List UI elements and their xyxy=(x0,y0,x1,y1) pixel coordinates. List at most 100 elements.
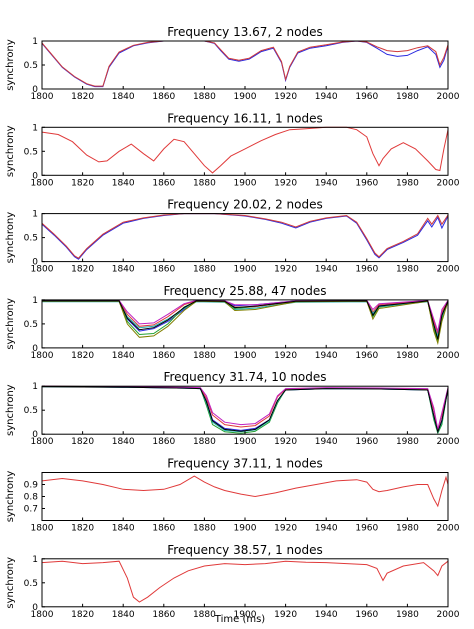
chart-title: Frequency 25.88, 47 nodes xyxy=(163,284,326,298)
x-tick-label: 1840 xyxy=(112,178,135,188)
x-tick-label: 1940 xyxy=(315,437,338,447)
series-line-1 xyxy=(41,385,449,434)
y-tick-label: 1 xyxy=(32,123,38,133)
x-tick-label: 1900 xyxy=(234,437,257,447)
x-tick-label: 1940 xyxy=(315,92,338,102)
axes-frame xyxy=(41,213,449,263)
x-tick-label: 1900 xyxy=(234,265,257,275)
x-tick-label: 1900 xyxy=(234,92,257,102)
x-tick-label: 1800 xyxy=(31,92,54,102)
x-tick-label: 1920 xyxy=(274,524,297,534)
x-tick-label: 1820 xyxy=(71,92,94,102)
x-tick-label: 1840 xyxy=(112,524,135,534)
y-tick-label: 0 xyxy=(32,344,38,354)
x-tick-label: 1940 xyxy=(315,178,338,188)
x-tick-label: 2000 xyxy=(437,437,460,447)
x-tick-label: 1960 xyxy=(355,265,378,275)
chart-panel-1: Frequency 13.67, 2 nodes synchrony 1800 182… xyxy=(5,25,460,102)
x-tick-label: 1880 xyxy=(193,351,216,361)
x-tick-label: 1900 xyxy=(234,351,257,361)
chart-panel-4: Frequency 25.88, 47 nodes synchrony 1800 18… xyxy=(5,284,460,361)
x-tick-label: 1820 xyxy=(71,610,94,620)
chart-title: Frequency 20.02, 2 nodes xyxy=(167,198,322,212)
x-tick-label: 1900 xyxy=(234,524,257,534)
y-tick-label: 0.7 xyxy=(24,505,38,515)
y-axis-label: synchrony xyxy=(5,298,16,350)
x-tick-label: 1800 xyxy=(31,265,54,275)
series-line-5 xyxy=(42,299,449,334)
x-tick-label: 1840 xyxy=(112,437,135,447)
series-line-1 xyxy=(41,475,449,508)
chart-title: Frequency 13.67, 2 nodes xyxy=(167,25,322,39)
x-tick-label: 1880 xyxy=(193,610,216,620)
x-tick-label: 1820 xyxy=(71,437,94,447)
x-tick-label: 1800 xyxy=(31,610,54,620)
x-tick-label: 2000 xyxy=(437,524,460,534)
x-tick-label: 1980 xyxy=(396,351,419,361)
y-axis-label: synchrony xyxy=(5,125,16,177)
x-axis-label: Time (ms) xyxy=(214,614,266,625)
chart-title: Frequency 37.11, 1 nodes xyxy=(167,457,322,471)
x-tick-label: 1920 xyxy=(274,351,297,361)
y-tick-label: 0.8 xyxy=(24,493,39,503)
x-tick-label: 1940 xyxy=(315,265,338,275)
x-tick-label: 1980 xyxy=(396,265,419,275)
x-tick-label: 1960 xyxy=(355,610,378,620)
x-tick-label: 1980 xyxy=(396,610,419,620)
x-tick-label: 1860 xyxy=(152,178,175,188)
x-tick-label: 1860 xyxy=(152,610,175,620)
y-tick-label: 1 xyxy=(32,555,38,565)
x-tick-label: 1860 xyxy=(152,92,175,102)
axes-frame xyxy=(41,472,449,521)
x-tick-label: 2000 xyxy=(437,351,460,361)
y-axis-label: synchrony xyxy=(5,384,16,436)
axes-frame xyxy=(41,40,449,90)
x-tick-label: 1920 xyxy=(274,178,297,188)
x-tick-label: 1900 xyxy=(234,178,257,188)
x-tick-label: 1980 xyxy=(396,178,419,188)
y-axis-label: synchrony xyxy=(5,557,16,609)
x-tick-label: 1980 xyxy=(396,437,419,447)
x-tick-label: 1940 xyxy=(315,524,338,534)
y-axis-label: synchrony xyxy=(5,39,16,91)
chart-panel-5: Frequency 31.74, 10 nodes synchrony 1800 18… xyxy=(5,370,460,447)
x-tick-label: 1880 xyxy=(193,265,216,275)
x-tick-label: 1960 xyxy=(355,524,378,534)
x-tick-label: 1820 xyxy=(71,265,94,275)
series-line-2 xyxy=(41,40,449,87)
y-tick-label: 0 xyxy=(32,603,38,613)
y-tick-label: 0.5 xyxy=(24,579,38,589)
x-tick-label: 1880 xyxy=(193,437,216,447)
series-line-1 xyxy=(41,40,449,88)
series-line-1 xyxy=(41,126,449,174)
y-tick-label: 0 xyxy=(32,171,38,181)
x-tick-label: 1920 xyxy=(274,437,297,447)
y-tick-label: 0 xyxy=(32,430,38,440)
series-line-1 xyxy=(41,213,449,260)
x-tick-label: 2000 xyxy=(437,265,460,275)
x-tick-label: 1820 xyxy=(71,524,94,534)
x-tick-label: 1960 xyxy=(355,92,378,102)
x-tick-label: 1860 xyxy=(152,524,175,534)
y-tick-label: 1 xyxy=(32,37,38,47)
x-tick-label: 1960 xyxy=(355,178,378,188)
x-tick-label: 2000 xyxy=(437,92,460,102)
y-tick-label: 0.5 xyxy=(24,61,38,71)
x-tick-label: 1920 xyxy=(274,92,297,102)
chart-panel-7: Frequency 38.57, 1 nodes synchrony 1800 182… xyxy=(5,543,460,620)
x-tick-label: 1920 xyxy=(274,610,297,620)
x-tick-label: 1980 xyxy=(396,524,419,534)
x-tick-label: 2000 xyxy=(437,178,460,188)
y-tick-label: 1 xyxy=(32,382,38,392)
x-tick-label: 1840 xyxy=(112,92,135,102)
chart-title: Frequency 38.57, 1 nodes xyxy=(167,543,322,557)
x-tick-label: 1800 xyxy=(31,524,54,534)
x-tick-label: 1960 xyxy=(355,437,378,447)
series-line-6 xyxy=(41,386,449,434)
x-tick-label: 1800 xyxy=(31,351,54,361)
x-tick-label: 1840 xyxy=(112,265,135,275)
y-tick-label: 0.5 xyxy=(24,147,38,157)
series-line-7 xyxy=(42,300,449,340)
y-axis-label: synchrony xyxy=(5,471,16,523)
